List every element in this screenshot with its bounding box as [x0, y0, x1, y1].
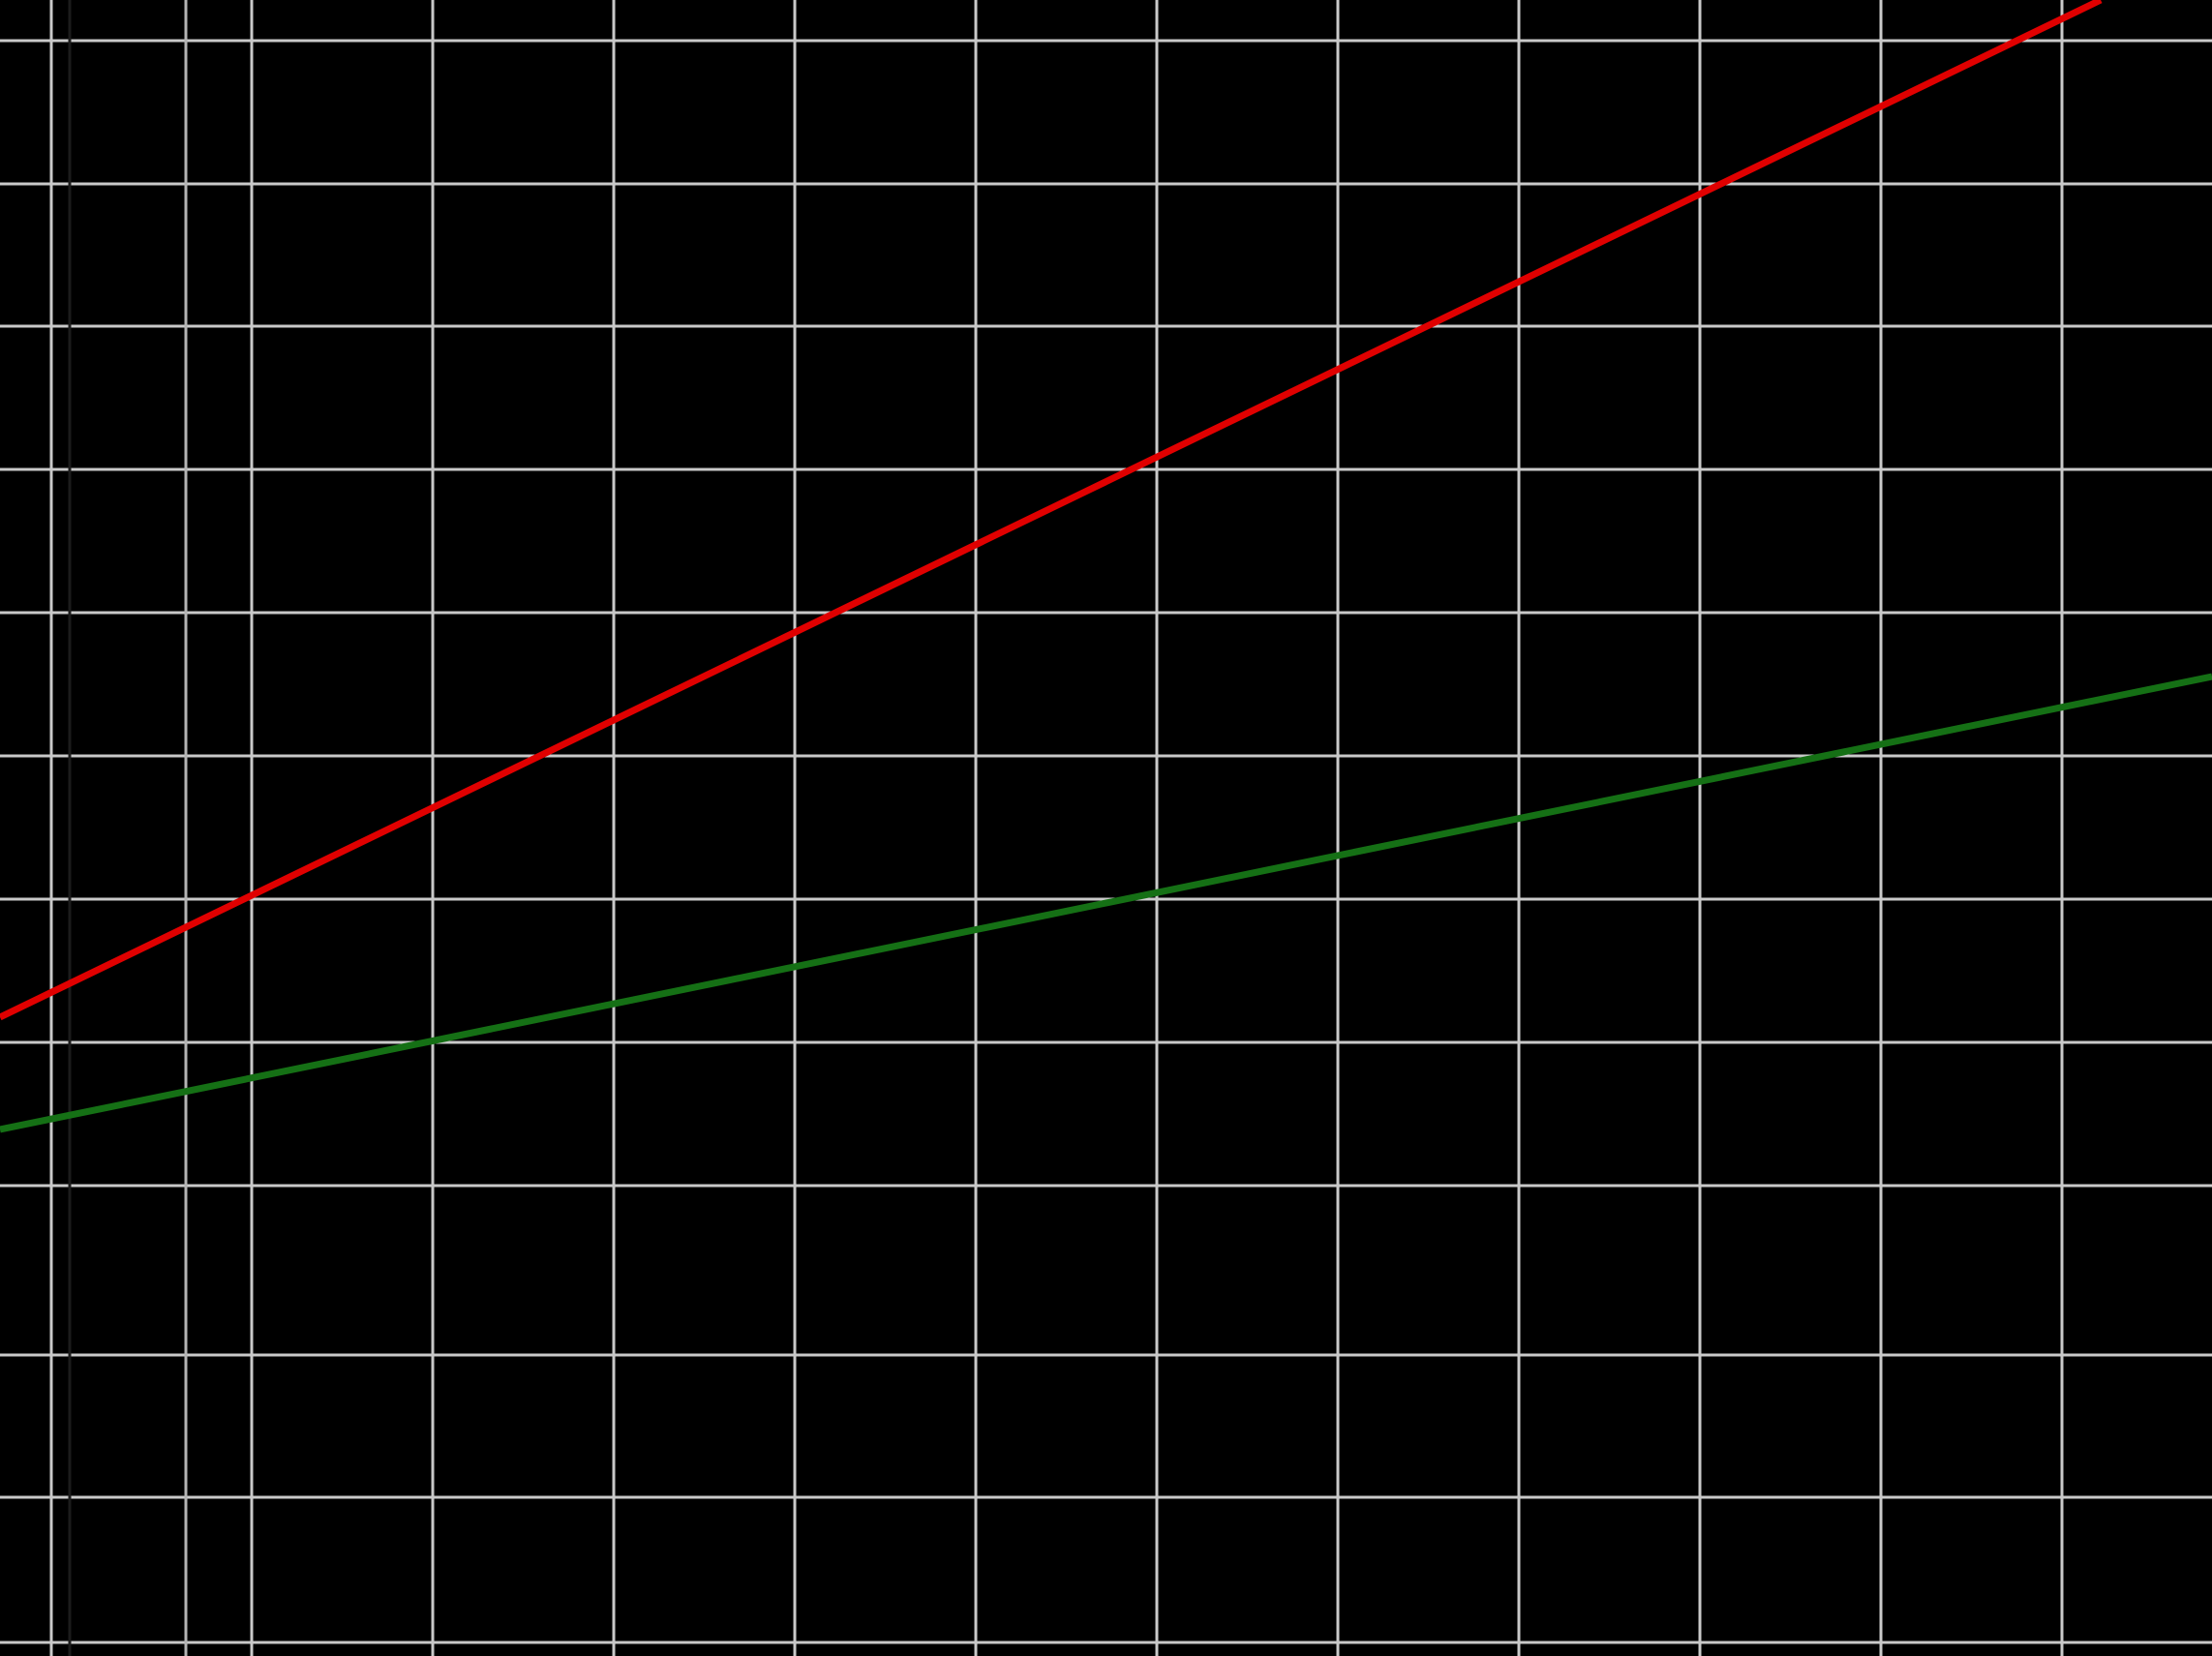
series-line-green-series — [0, 673, 2212, 1133]
series-line-red-series — [0, 0, 2103, 1021]
axis-lines — [68, 0, 188, 1656]
series-lines — [0, 0, 2212, 1133]
